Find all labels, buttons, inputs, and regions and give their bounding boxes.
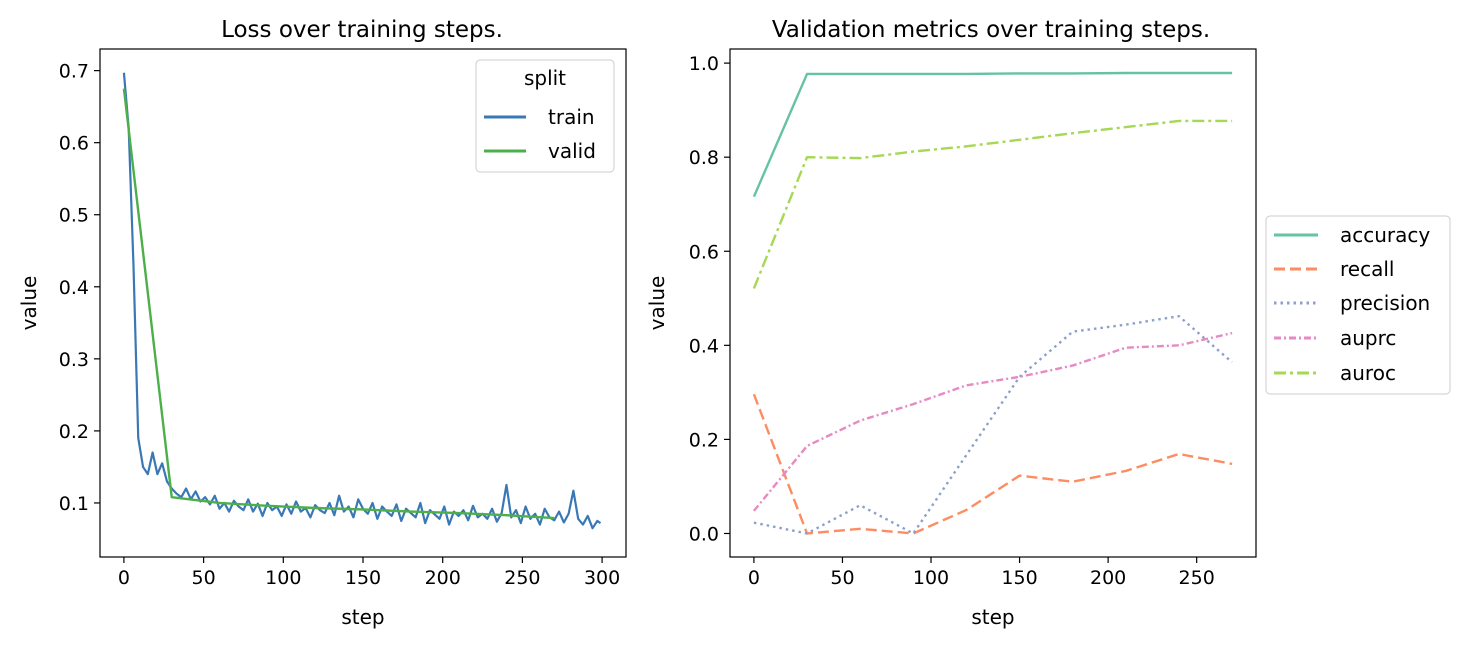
loss-chart-plot-frame [99, 48, 627, 558]
metrics-legend-label-accuracy: accuracy [1340, 223, 1430, 247]
metrics-series-line-recall [752, 393, 1233, 535]
loss-x-tick-label: 200 [425, 567, 461, 589]
metrics-chart-lines [752, 71, 1233, 535]
metrics-chart-x-axis-label: step [971, 605, 1014, 629]
metrics-chart-ticks: 0 50 100 150 200 250 0.0 0.2 0.4 0.6 0.8 1.0 [689, 53, 1215, 589]
metrics-y-tick-label: 0.2 [689, 429, 719, 451]
metrics-legend-box [1265, 215, 1451, 395]
metrics-x-tick-label: 150 [1001, 567, 1037, 589]
loss-x-tick-label: 50 [192, 567, 216, 589]
metrics-y-tick-label: 0.4 [689, 335, 719, 357]
metrics-legend-label-auroc: auroc [1340, 361, 1396, 385]
metrics-series-line-accuracy [752, 71, 1233, 198]
loss-series-line-valid [122, 88, 555, 520]
metrics-series-line-precision [753, 314, 1233, 535]
loss-legend-box [475, 59, 615, 173]
metrics-series-line-auprc [752, 331, 1233, 512]
loss-y-tick-label: 0.5 [59, 205, 89, 227]
loss-x-tick-label: 150 [345, 567, 381, 589]
loss-y-tick-label: 0.1 [59, 493, 89, 515]
loss-chart-lines [122, 72, 602, 530]
metrics-chart-plot-frame [729, 48, 1257, 558]
loss-legend-label-train: train [548, 105, 595, 129]
loss-y-tick-label: 0.4 [59, 277, 89, 299]
loss-y-tick-label: 0.6 [59, 133, 89, 155]
metrics-y-tick-label: 1.0 [689, 53, 719, 75]
loss-chart-x-axis-label: step [341, 605, 384, 629]
loss-chart-legend: split train valid [475, 59, 615, 173]
metrics-y-tick-label: 0.0 [689, 523, 719, 545]
metrics-x-tick-label: 200 [1090, 567, 1126, 589]
loss-chart: Loss over training steps. 0 50 100 150 200 25… [17, 17, 627, 629]
metrics-x-tick-label: 100 [913, 567, 949, 589]
loss-x-tick-label: 100 [265, 567, 301, 589]
metrics-chart: Validation metrics over training steps. … [645, 17, 1451, 629]
metrics-legend-label-precision: precision [1340, 291, 1430, 315]
metrics-y-tick-label: 0.6 [689, 241, 719, 263]
metrics-y-tick-label: 0.8 [689, 147, 719, 169]
loss-y-tick-label: 0.7 [59, 61, 89, 83]
metrics-series-line-auroc [752, 119, 1233, 289]
metrics-chart-legend: accuracy recall precision auprc auroc [1265, 215, 1451, 395]
loss-chart-y-axis-label: value [17, 276, 41, 331]
loss-x-tick-label: 250 [504, 567, 540, 589]
loss-chart-title: Loss over training steps. [221, 17, 503, 43]
metrics-legend-label-recall: recall [1340, 257, 1394, 281]
loss-y-tick-label: 0.3 [59, 349, 89, 371]
metrics-x-tick-label: 0 [748, 567, 760, 589]
loss-legend-label-valid: valid [548, 139, 596, 163]
metrics-x-tick-label: 50 [830, 567, 854, 589]
loss-chart-ticks: 0 50 100 150 200 250 300 0.1 0.2 0.3 0.4 0.5 0.6 0.7 [59, 61, 620, 589]
loss-x-tick-label: 0 [118, 567, 130, 589]
metrics-chart-y-axis-label: value [645, 276, 669, 331]
loss-x-tick-label: 300 [584, 567, 620, 589]
metrics-x-tick-label: 250 [1179, 567, 1215, 589]
loss-legend-title: split [524, 66, 566, 90]
loss-y-tick-label: 0.2 [59, 421, 89, 443]
metrics-chart-title: Validation metrics over training steps. [772, 17, 1210, 43]
metrics-legend-label-auprc: auprc [1340, 326, 1396, 350]
